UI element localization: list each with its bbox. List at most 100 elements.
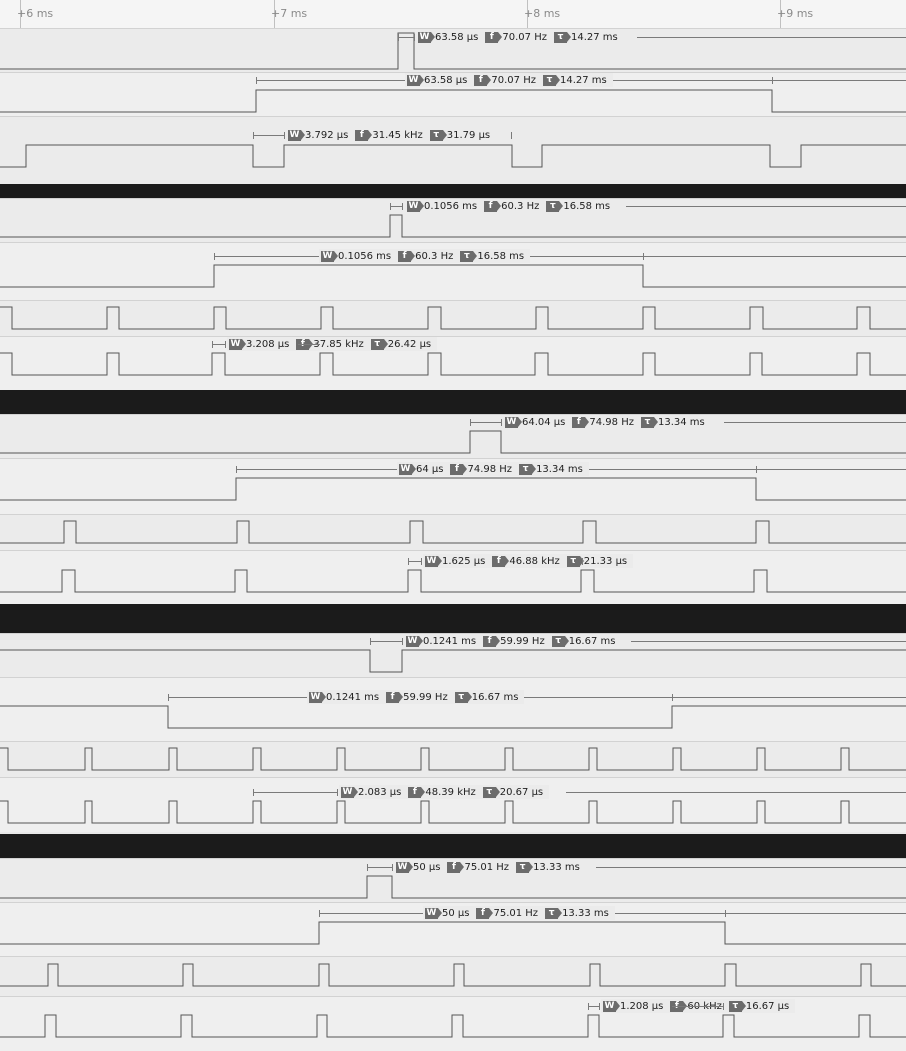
pulse-measurement-label: W 1.625 µs f 46.88 kHz τ 21.33 µs	[423, 554, 634, 568]
measurement-period-value: 13.33 ms	[533, 861, 580, 873]
measure-span-line	[625, 913, 906, 914]
measurement-period-value: 13.33 ms	[562, 907, 609, 919]
channel-row[interactable]: W 2.083 µs f 48.39 kHz τ 20.67 µs	[0, 777, 906, 832]
period-badge: τ	[545, 907, 563, 919]
pulse-measurement-label: W 2.083 µs f 48.39 kHz τ 20.67 µs	[339, 785, 550, 799]
measurement-frequency-value: 48.39 kHz	[425, 786, 476, 798]
measurement-width-value: 0.1241 ms	[423, 635, 477, 647]
channel-row[interactable]: W 64.04 µs f 74.98 Hz τ 13.34 ms	[0, 414, 906, 459]
channel-row[interactable]: W 0.1056 ms f 60.3 Hz τ 16.58 ms	[0, 198, 906, 243]
signal-waveform	[0, 264, 906, 288]
period-badge: τ	[728, 1000, 746, 1012]
signal-waveform	[0, 32, 906, 70]
width-badge: W	[407, 200, 424, 212]
frequency-badge: f	[483, 635, 501, 647]
measurement-frequency-value: 75.01 Hz	[493, 907, 539, 919]
channel-row[interactable]	[0, 514, 906, 551]
pulse-measurement-label: W 63.58 µs f 70.07 Hz τ 14.27 ms	[405, 73, 613, 87]
channel-row[interactable]: W 0.1241 ms f 59.99 Hz τ 16.67 ms	[0, 633, 906, 678]
channel-row[interactable]: W 50 µs f 75.01 Hz τ 13.33 ms	[0, 902, 906, 957]
period-badge: τ	[454, 691, 472, 703]
signal-waveform	[0, 649, 906, 673]
measurement-period-value: 16.67 µs	[745, 1000, 790, 1012]
measure-span-cap	[470, 419, 471, 426]
measure-span-line	[672, 1006, 723, 1007]
measure-span-line	[539, 256, 906, 257]
waveform-trace	[0, 89, 906, 113]
measure-span-line	[236, 469, 397, 470]
period-badge: τ	[370, 338, 388, 350]
pulse-measurement-label: W 63.58 µs f 70.07 Hz τ 14.27 ms	[416, 30, 624, 44]
waveform-trace	[0, 800, 906, 824]
period-badge: τ	[519, 463, 537, 475]
measure-span-cap	[337, 789, 338, 796]
channel-row[interactable]: W 0.1241 ms f 59.99 Hz τ 16.67 ms	[0, 677, 906, 742]
time-tick: +7 ms	[271, 0, 307, 28]
signal-waveform	[0, 1014, 906, 1038]
measurement-width-value: 2.083 µs	[358, 786, 402, 798]
measurement-frequency-value: 59.99 Hz	[500, 635, 545, 647]
measure-span-line	[588, 1006, 599, 1007]
measurement-frequency-value: 60.3 Hz	[415, 250, 454, 262]
waveform-trace	[0, 875, 906, 899]
tick-label: +9 ms	[777, 7, 814, 20]
measure-span-line	[253, 792, 337, 793]
channel-row[interactable]: W 50 µs f 75.01 Hz τ 13.33 ms	[0, 858, 906, 903]
channel-row[interactable]: W 3.792 µs f 31.45 kHz τ 31.79 µs	[0, 116, 906, 185]
channel-row[interactable]	[0, 300, 906, 337]
width-badge: W	[418, 31, 435, 43]
waveform-trace	[0, 214, 906, 238]
measure-span-cap	[408, 558, 409, 565]
signal-waveform	[0, 89, 906, 113]
width-badge: W	[288, 129, 305, 141]
signal-waveform	[0, 800, 906, 824]
width-badge: W	[425, 555, 442, 567]
frequency-badge: f	[572, 416, 590, 428]
channel-row[interactable]: W 0.1056 ms f 60.3 Hz τ 16.58 ms	[0, 242, 906, 301]
measure-span-line	[390, 206, 402, 207]
measure-span-line	[214, 256, 319, 257]
tick-line	[274, 0, 275, 28]
signal-waveform	[0, 352, 906, 376]
measure-span-cap	[588, 1003, 589, 1010]
measurement-width-value: 50 µs	[413, 861, 441, 873]
waveform-trace	[0, 1014, 906, 1038]
measure-span-line	[599, 469, 906, 470]
measure-span-line	[625, 206, 906, 207]
tick-line	[780, 0, 781, 28]
channel-row[interactable]: W 1.625 µs f 46.88 kHz τ 21.33 µs	[0, 550, 906, 605]
group-divider	[0, 834, 906, 858]
waveform-trace	[0, 32, 906, 70]
group-divider	[0, 390, 906, 414]
waveform-trace	[0, 520, 906, 544]
measurement-period-value: 16.58 ms	[563, 200, 611, 212]
measurement-frequency-value: 60.3 Hz	[501, 200, 540, 212]
pulse-measurement-label: W 50 µs f 75.01 Hz τ 13.33 ms	[423, 906, 615, 920]
measurement-period-value: 16.67 ms	[568, 635, 616, 647]
waveform-trace	[0, 963, 906, 987]
channel-row[interactable]: W 63.58 µs f 70.07 Hz τ 14.27 ms	[0, 28, 906, 73]
width-badge: W	[603, 1000, 620, 1012]
period-badge: τ	[460, 250, 478, 262]
measurement-width-value: 0.1056 ms	[424, 200, 478, 212]
waveform-trace	[0, 352, 906, 376]
measurement-width-value: 1.208 µs	[620, 1000, 664, 1012]
period-badge: τ	[546, 200, 564, 212]
measurement-frequency-value: 75.01 Hz	[464, 861, 510, 873]
channel-row[interactable]	[0, 956, 906, 997]
channel-row[interactable]: W 63.58 µs f 70.07 Hz τ 14.27 ms	[0, 72, 906, 117]
waveform-trace	[0, 921, 906, 945]
signal-waveform	[0, 963, 906, 987]
measure-span-cap	[212, 341, 213, 348]
width-badge: W	[407, 74, 424, 86]
pulse-measurement-label: W 64.04 µs f 74.98 Hz τ 13.34 ms	[503, 415, 711, 429]
measure-span-cap	[599, 1003, 600, 1010]
measure-span-cap	[421, 558, 422, 565]
time-ruler[interactable]: +6 ms +7 ms +8 ms +9 ms	[0, 0, 906, 29]
channel-row[interactable]: W 64 µs f 74.98 Hz τ 13.34 ms	[0, 458, 906, 515]
measurement-period-value: 16.67 ms	[471, 691, 519, 703]
measure-span-line	[723, 422, 906, 423]
channel-row[interactable]	[0, 741, 906, 778]
